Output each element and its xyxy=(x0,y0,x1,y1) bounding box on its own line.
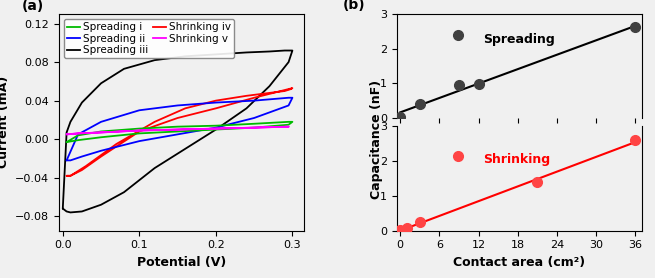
Y-axis label: Current (mA): Current (mA) xyxy=(0,76,10,168)
Text: Spreading: Spreading xyxy=(483,33,554,46)
Legend: Spreading i, Spreading ii, Spreading iii, Shrinking iv, Shrinking v: Spreading i, Spreading ii, Spreading iii… xyxy=(64,19,234,58)
Text: (b): (b) xyxy=(343,0,365,12)
X-axis label: Potential (V): Potential (V) xyxy=(137,256,226,269)
Text: Shrinking: Shrinking xyxy=(483,153,550,166)
X-axis label: Contact area (cm²): Contact area (cm²) xyxy=(453,256,586,269)
Text: (a): (a) xyxy=(22,0,45,13)
Text: Capacitance (nF): Capacitance (nF) xyxy=(370,80,383,198)
